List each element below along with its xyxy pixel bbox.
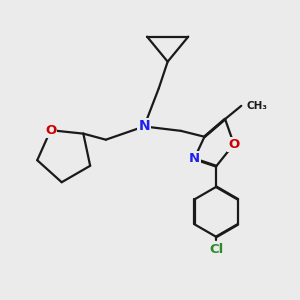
Text: O: O bbox=[45, 124, 56, 137]
Text: N: N bbox=[138, 119, 150, 134]
Text: Cl: Cl bbox=[209, 243, 224, 256]
Text: N: N bbox=[189, 152, 200, 165]
Text: O: O bbox=[228, 138, 239, 151]
Text: CH₃: CH₃ bbox=[247, 101, 268, 111]
